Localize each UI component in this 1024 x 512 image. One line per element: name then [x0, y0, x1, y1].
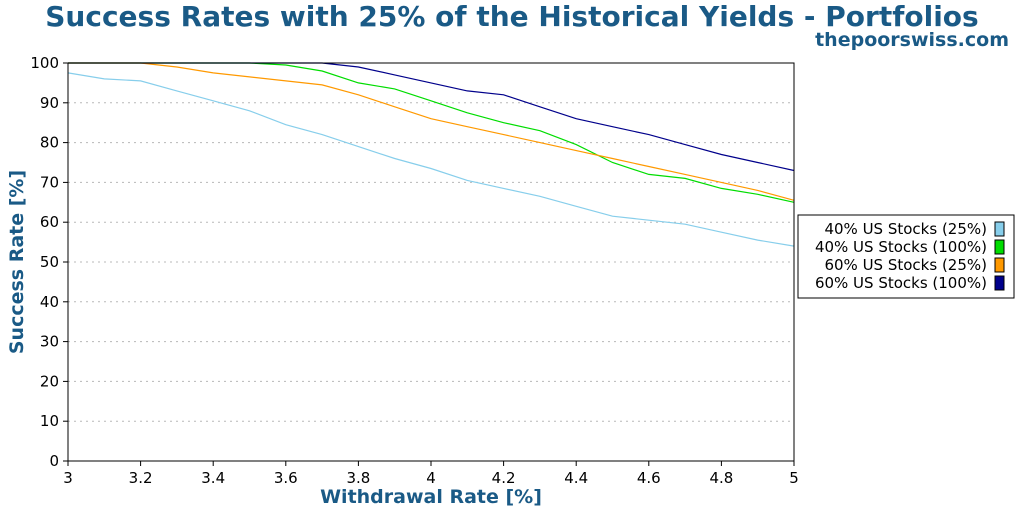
legend-box — [797, 214, 1015, 299]
y-tick-label: 0 — [49, 452, 59, 470]
y-axis-title: Success Rate [%] — [6, 170, 28, 354]
x-axis-title: Withdrawal Rate [%] — [320, 486, 542, 508]
x-tick-label: 3.8 — [346, 469, 370, 487]
series-line-1 — [67, 72, 795, 247]
y-tick-label: 70 — [40, 173, 59, 191]
y-tick-label: 90 — [40, 94, 59, 112]
series-lines — [67, 62, 795, 247]
y-tick-label: 80 — [40, 134, 59, 152]
x-axis-ticks: 3 3.2 3.4 3.6 3.8 4 4.2 4.4 4.6 4.8 5 — [63, 461, 799, 487]
x-tick-label: 3.6 — [274, 469, 298, 487]
legend-swatch — [994, 275, 1005, 291]
y-tick-label: 20 — [40, 372, 59, 390]
legend-label: 40% US Stocks (25%) — [824, 220, 987, 238]
legend: 40% US Stocks (25%)40% US Stocks (100%)6… — [797, 214, 1015, 299]
legend-swatch — [994, 221, 1005, 237]
legend-label: 60% US Stocks (25%) — [824, 256, 987, 274]
x-tick-label: 5 — [789, 469, 799, 487]
x-tick-label: 4.2 — [492, 469, 516, 487]
y-tick-label: 40 — [40, 293, 59, 311]
grid — [68, 102, 794, 422]
series-line-3 — [68, 62, 795, 201]
x-tick-label: 4.8 — [709, 469, 733, 487]
y-tick-label: 100 — [30, 54, 59, 72]
y-tick-label: 10 — [40, 412, 59, 430]
x-tick-label: 4 — [426, 469, 436, 487]
chart-title: Success Rates with 25% of the Historical… — [45, 0, 978, 33]
legend-label: 60% US Stocks (100%) — [815, 274, 987, 292]
y-tick-label: 30 — [40, 333, 59, 351]
x-tick-label: 3.2 — [129, 469, 153, 487]
y-tick-label: 60 — [40, 213, 59, 231]
series-line-2 — [68, 62, 795, 203]
legend-label: 40% US Stocks (100%) — [815, 238, 987, 256]
y-axis-ticks: 0 10 20 30 40 50 60 70 80 90 100 — [30, 54, 68, 470]
x-tick-label: 4.4 — [564, 469, 588, 487]
legend-swatch — [994, 257, 1005, 273]
legend-swatch — [994, 239, 1005, 255]
y-tick-label: 50 — [40, 253, 59, 271]
series-line-4 — [68, 62, 795, 172]
x-tick-label: 3.4 — [201, 469, 225, 487]
x-tick-label: 4.6 — [637, 469, 661, 487]
x-tick-label: 3 — [63, 469, 73, 487]
chart-subtitle: thepoorswiss.com — [815, 29, 1009, 51]
